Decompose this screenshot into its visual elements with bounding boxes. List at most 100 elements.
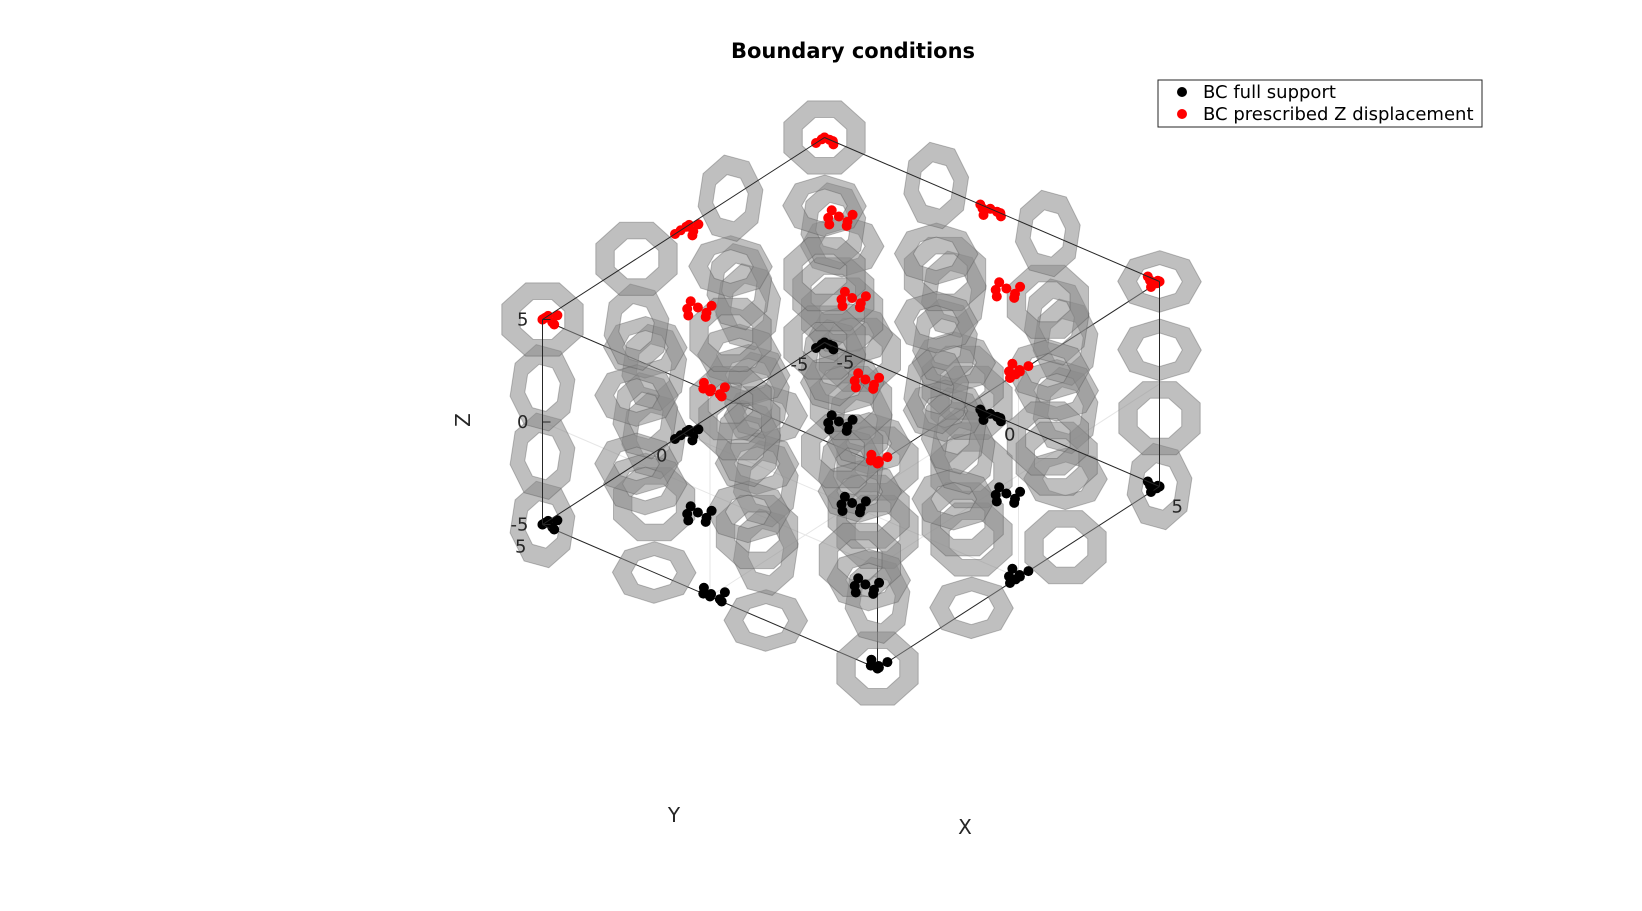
bc-point bbox=[698, 383, 709, 394]
y-tick bbox=[542, 524, 550, 529]
lattice-ring bbox=[1005, 338, 1091, 402]
y-tick bbox=[824, 342, 832, 347]
bc-point bbox=[833, 211, 844, 222]
bc-point bbox=[823, 417, 834, 428]
bc-point bbox=[1001, 488, 1012, 499]
lattice-ring bbox=[611, 541, 697, 604]
bc-point bbox=[847, 498, 858, 508]
bc-point bbox=[1014, 570, 1025, 580]
bc-point bbox=[977, 408, 988, 419]
bc-point bbox=[682, 303, 693, 314]
bc-point bbox=[869, 379, 879, 390]
bc-point bbox=[836, 294, 847, 305]
bc-point bbox=[826, 410, 837, 421]
bc-point bbox=[874, 372, 885, 383]
bc-point bbox=[869, 584, 879, 595]
lattice-ring bbox=[783, 305, 866, 380]
bc-point bbox=[826, 205, 837, 216]
bc-point bbox=[706, 589, 717, 599]
bc-point bbox=[865, 455, 876, 466]
bc-point bbox=[714, 594, 725, 605]
legend: BC full support BC prescribed Z displace… bbox=[1157, 79, 1483, 128]
bc-point bbox=[1004, 571, 1014, 582]
bc-point bbox=[1004, 366, 1014, 377]
bc-point bbox=[706, 505, 717, 516]
y-tick-label: 5 bbox=[515, 537, 526, 558]
bc-point bbox=[701, 307, 712, 318]
lattice-ring bbox=[1006, 401, 1089, 476]
y-tick-label: 0 bbox=[656, 446, 667, 467]
legend-label-prescribed-z: BC prescribed Z displacement bbox=[1203, 104, 1474, 125]
lattice-ring bbox=[509, 412, 576, 500]
bc-point bbox=[719, 587, 730, 598]
lattice-ring bbox=[1117, 318, 1202, 382]
bc-point bbox=[693, 424, 704, 435]
lattice-ring bbox=[594, 432, 679, 496]
lattice-ring bbox=[836, 631, 919, 706]
x-tick bbox=[985, 414, 993, 419]
lattice-ring bbox=[903, 141, 970, 230]
bc-point bbox=[692, 507, 703, 518]
x-tick-label: 0 bbox=[1004, 425, 1015, 446]
bc-point bbox=[860, 496, 871, 507]
lattice-ring bbox=[1126, 442, 1193, 531]
bc-point bbox=[693, 219, 704, 230]
bc-point bbox=[855, 503, 866, 514]
lattice-ring bbox=[501, 282, 584, 357]
lattice-ring bbox=[595, 221, 678, 296]
bc-point bbox=[990, 284, 1001, 295]
bc-point bbox=[839, 491, 850, 502]
legend-marker-prescribed-z bbox=[1177, 109, 1187, 119]
chart-title: Boundary conditions bbox=[731, 39, 975, 63]
bc-point bbox=[1015, 486, 1026, 497]
bc-point bbox=[552, 310, 563, 321]
lattice-ring bbox=[705, 480, 791, 544]
bc-point bbox=[1010, 493, 1020, 504]
bc-point bbox=[701, 512, 712, 523]
tick-labels: -505-505-505 bbox=[511, 310, 1183, 558]
z-tick-label: -5 bbox=[511, 515, 529, 536]
lattice-ring bbox=[688, 235, 773, 298]
bc-point bbox=[685, 296, 696, 307]
lattice-ring bbox=[603, 283, 670, 371]
legend-box bbox=[1157, 79, 1483, 128]
x-tick bbox=[1153, 486, 1160, 491]
bc-point bbox=[1023, 361, 1034, 372]
lattice-ring bbox=[594, 364, 679, 427]
bc-point bbox=[552, 515, 563, 526]
bc-point bbox=[994, 482, 1005, 493]
series-full-support bbox=[537, 337, 1165, 674]
lattice-ring bbox=[903, 346, 970, 435]
bc-point bbox=[849, 580, 860, 591]
box-edge bbox=[824, 137, 1160, 282]
bc-point bbox=[847, 414, 858, 425]
bc-point bbox=[882, 452, 893, 463]
lattice-ring bbox=[893, 222, 979, 286]
bc-point bbox=[847, 209, 858, 220]
bc-point bbox=[692, 302, 703, 313]
lattice-ring bbox=[1014, 189, 1081, 278]
x-tick bbox=[818, 342, 825, 347]
bc-point bbox=[1015, 281, 1026, 292]
bc-point bbox=[990, 489, 1001, 500]
x-tick-label: -5 bbox=[837, 353, 855, 374]
bc-point bbox=[685, 501, 696, 512]
y-axis-label: Y bbox=[667, 803, 681, 827]
bc-point bbox=[853, 573, 864, 584]
lattice-ring bbox=[509, 344, 576, 432]
bc-point bbox=[882, 657, 893, 668]
bc-point bbox=[706, 300, 717, 311]
bc-point bbox=[698, 588, 709, 599]
bc-point bbox=[719, 382, 730, 393]
bc-point bbox=[823, 212, 834, 223]
bc-point bbox=[874, 577, 885, 588]
lattice-ring bbox=[1118, 381, 1201, 456]
bc-point bbox=[994, 277, 1005, 288]
bc-point bbox=[842, 216, 853, 227]
bc-point bbox=[1145, 275, 1155, 286]
lattice-ring bbox=[783, 100, 866, 175]
bc-point bbox=[842, 421, 853, 432]
bc-point bbox=[1014, 365, 1025, 375]
grid-line bbox=[542, 421, 878, 567]
